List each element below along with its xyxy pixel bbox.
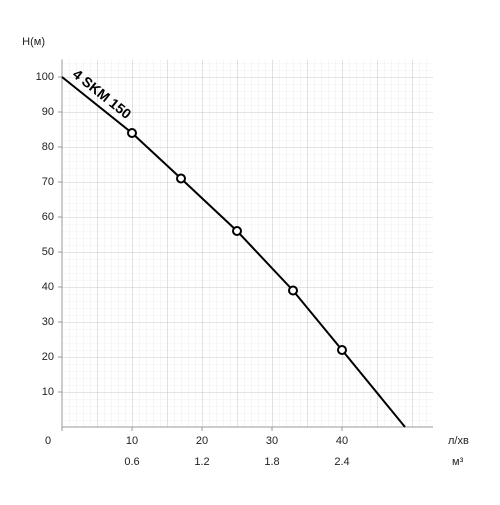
y-axis-label: H(м)	[22, 36, 45, 48]
y-tick-label: 60	[42, 211, 54, 223]
y-tick-label: 10	[42, 386, 54, 398]
x-tick-label: 20	[196, 435, 208, 447]
y-tick-label: 40	[42, 281, 54, 293]
x2-tick-label: 2.4	[334, 456, 349, 468]
y-tick-label: 90	[42, 106, 54, 118]
x2-tick-label: 1.8	[264, 456, 279, 468]
x-tick-label: 0	[45, 435, 51, 447]
point	[232, 226, 242, 236]
point	[127, 128, 137, 138]
x2-tick-label: 1.2	[194, 456, 209, 468]
x2-tick-label: 0.6	[124, 456, 139, 468]
y-tick-label: 30	[42, 316, 54, 328]
y-tick-label: 20	[42, 351, 54, 363]
x-tick-label: 30	[266, 435, 278, 447]
x-axis-label: л/хв	[448, 435, 469, 447]
x-tick-label: 40	[336, 435, 348, 447]
point	[288, 285, 298, 296]
x-tick-label: 10	[126, 435, 138, 447]
y-tick-label: 80	[42, 141, 54, 153]
y-tick-label: 50	[42, 246, 54, 258]
x2-axis-label: м³	[452, 456, 464, 468]
point	[176, 173, 186, 184]
y-tick-label: 100	[36, 71, 54, 83]
point	[337, 345, 347, 355]
y-tick-label: 70	[42, 176, 54, 188]
